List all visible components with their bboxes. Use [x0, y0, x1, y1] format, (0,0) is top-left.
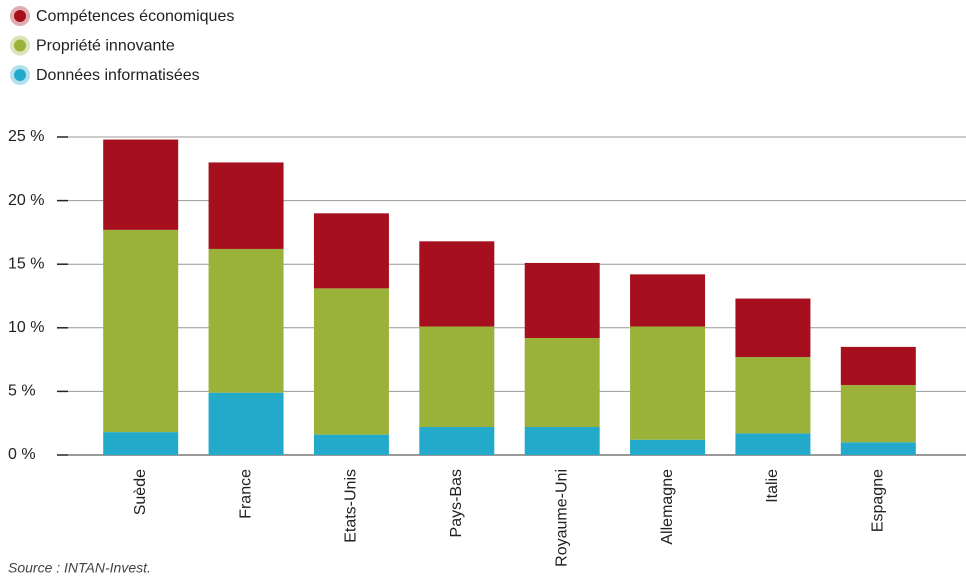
x-tick-label: Royaume-Uni [553, 469, 570, 567]
legend-swatch [14, 10, 26, 22]
bar-segment [103, 432, 179, 455]
bar-segment [630, 326, 706, 440]
y-tick-label: 5 % [8, 383, 36, 400]
bar-segment [840, 385, 916, 443]
y-tick-label: 20 % [8, 192, 44, 209]
legend-label: Données informatisées [36, 67, 200, 84]
bar-segment [419, 427, 495, 455]
x-tick-label: France [237, 469, 254, 519]
legend-swatch [14, 39, 26, 52]
bar-segment [735, 357, 811, 434]
bar-segment [419, 326, 495, 428]
bar-segment [735, 298, 811, 358]
x-tick-label: Pays-Bas [448, 469, 465, 537]
bar-segment [103, 229, 179, 433]
x-tick-label: Etats-Unis [343, 469, 360, 543]
x-tick-label: Suède [132, 469, 149, 515]
bar-segment [630, 274, 706, 327]
bar-segment [840, 442, 916, 455]
bar-segment [208, 392, 284, 455]
bar-segment [208, 162, 284, 249]
source-note: Source : INTAN-Invest. [8, 560, 151, 576]
bar-segment [313, 213, 389, 289]
x-tick-label: Espagne [870, 469, 887, 532]
bar-segment [840, 346, 916, 386]
bar-segment [524, 427, 600, 455]
legend-label: Propriété innovante [36, 38, 175, 55]
x-tick-label: Allemagne [659, 469, 676, 545]
bar-segment [524, 262, 600, 338]
bar-segment [313, 434, 389, 455]
bar-segment [208, 248, 284, 393]
bar-segment [524, 337, 600, 428]
bar-segment [735, 433, 811, 455]
x-tick-label: Italie [764, 469, 781, 503]
y-tick-label: 10 % [8, 319, 44, 336]
bar-segment [103, 139, 179, 230]
y-tick-label: 0 % [8, 446, 36, 463]
legend-label: Compétences économiques [36, 8, 234, 25]
bar-segment [630, 439, 706, 455]
y-tick-label: 25 % [8, 128, 44, 145]
legend-swatch [14, 69, 26, 81]
bar-segment [419, 241, 495, 327]
y-tick-label: 15 % [8, 255, 44, 272]
bar-segment [313, 288, 389, 435]
